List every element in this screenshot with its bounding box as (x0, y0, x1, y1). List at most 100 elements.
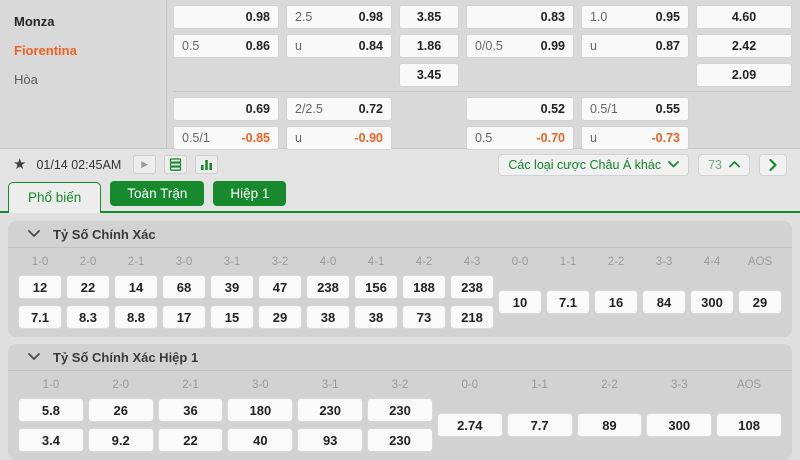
market-count-toggle[interactable]: 73 (698, 153, 750, 176)
odds-box[interactable]: 16 (594, 290, 638, 314)
favorite-star-icon[interactable]: ★ (13, 156, 27, 173)
score-label: 2-0 (79, 255, 97, 268)
section-header[interactable]: Tỷ Số Chính Xác Hiệp 1 (8, 344, 792, 371)
odds-box[interactable]: 22 (66, 275, 110, 299)
tab[interactable]: Toàn Trận (110, 181, 205, 206)
odds-cell[interactable]: 3.85 (399, 5, 459, 29)
odds-cell[interactable]: 0.5/1 0.55 (581, 97, 689, 121)
odds-cell[interactable]: 1.0 0.95 (581, 5, 689, 29)
odds-box[interactable]: 10 (498, 290, 542, 314)
stats-button[interactable] (195, 155, 219, 174)
odds-block-secondary: 0.69 2/2.5 0.72 0.52 0.5/1 0.55 0.5/1 -0.85 u -0.… (173, 97, 792, 150)
odds-box[interactable]: 84 (642, 290, 686, 314)
odds-box[interactable]: 29 (258, 305, 302, 329)
score-label: 2-2 (607, 255, 625, 268)
odds-box[interactable]: 93 (297, 428, 364, 452)
chevron-down-icon (668, 161, 679, 168)
odds-box[interactable]: 12 (18, 275, 62, 299)
odds-box[interactable]: 7.1 (18, 305, 62, 329)
odds-box[interactable]: 17 (162, 305, 206, 329)
odds-value: 0.87 (655, 39, 680, 53)
odds-box[interactable]: 38 (306, 305, 350, 329)
odds-box[interactable]: 26 (87, 398, 154, 422)
tab[interactable]: Hiệp 1 (213, 181, 287, 206)
kickoff-time: 01/14 02:45AM (36, 157, 122, 172)
odds-box[interactable]: 108 (716, 413, 782, 437)
score-label: 1-1 (531, 378, 548, 391)
odds-cell[interactable]: 0.52 (466, 97, 574, 121)
score-label: 3-3 (670, 378, 688, 391)
odds-box[interactable]: 39 (210, 275, 254, 299)
score-label: 3-3 (655, 255, 673, 268)
odds-cell[interactable]: 0/0.5 0.99 (466, 34, 574, 58)
odds-cell[interactable]: 2.5 0.98 (286, 5, 392, 29)
odds-value: 2.42 (731, 39, 757, 53)
asian-markets-dropdown-label: Các loại cược Châu Á khác (508, 157, 662, 172)
odds-box[interactable]: 89 (576, 413, 643, 437)
odds-box[interactable]: 238 (450, 275, 494, 299)
odds-cell[interactable]: 2.42 (696, 34, 792, 58)
odds-box[interactable]: 230 (297, 398, 364, 422)
odds-cell[interactable]: 0.5 0.86 (173, 34, 279, 58)
standings-button[interactable] (164, 155, 188, 174)
odds-box[interactable]: 68 (162, 275, 206, 299)
play-button[interactable]: ▶ (133, 155, 157, 174)
odds-box[interactable]: 14 (114, 275, 158, 299)
odds-box[interactable]: 188 (402, 275, 446, 299)
odds-box[interactable]: 22 (157, 428, 224, 452)
odds-box[interactable]: 5.8 (18, 398, 84, 422)
odds-box[interactable]: 36 (157, 398, 224, 422)
odds-cell[interactable]: 0.5/1 -0.85 (173, 126, 279, 150)
odds-box[interactable]: 238 (306, 275, 350, 299)
odds-box[interactable]: 8.3 (66, 305, 110, 329)
odds-box[interactable]: 40 (227, 428, 294, 452)
odds-box[interactable]: 156 (354, 275, 398, 299)
odds-cell[interactable]: u 0.87 (581, 34, 689, 58)
odds-box[interactable]: 180 (227, 398, 294, 422)
odds-box[interactable]: 230 (367, 428, 433, 452)
odds-cell[interactable]: 1.86 (399, 34, 459, 58)
handicap-label: u (295, 39, 302, 53)
odds-box[interactable]: 29 (738, 290, 782, 314)
odds-cell[interactable]: 0.69 (173, 97, 279, 121)
match-toolbar: ★ 01/14 02:45AM ▶ Các loại cược Châu Á k… (0, 148, 800, 180)
next-match-button[interactable] (759, 153, 787, 176)
odds-box[interactable]: 8.8 (114, 305, 158, 329)
score-label: 1-0 (31, 255, 49, 268)
odds-box[interactable]: 230 (367, 398, 433, 422)
odds-box[interactable]: 218 (450, 305, 494, 329)
odds-box[interactable]: 300 (646, 413, 713, 437)
tab-active[interactable]: Phổ biến (8, 182, 102, 213)
odds-box[interactable]: 300 (690, 290, 734, 314)
odds-cell[interactable]: 0.98 (173, 5, 279, 29)
odds-box[interactable]: 2.74 (436, 413, 503, 437)
odds-cell[interactable]: u -0.90 (286, 126, 392, 150)
odds-cell[interactable]: 2/2.5 0.72 (286, 97, 392, 121)
score-label: 1-1 (559, 255, 577, 268)
odds-value: -0.73 (651, 131, 681, 145)
correct-score-h1-grid: 1-0 5.8 3.4 2-0 26 9.2 2-1 36 22 3-0 180 40 3-1 230 93… (8, 371, 792, 452)
handicap-label: 0.5 (182, 39, 200, 53)
odds-box[interactable]: 7.1 (546, 290, 590, 314)
section-title: Tỷ Số Chính Xác (53, 226, 156, 242)
odds-cell[interactable]: 0.5 -0.70 (466, 126, 574, 150)
odds-box[interactable]: 38 (354, 305, 398, 329)
toolbar-right: Các loại cược Châu Á khác 73 (498, 153, 787, 176)
odds-box[interactable]: 15 (210, 305, 254, 329)
odds-cell[interactable]: u 0.84 (286, 34, 392, 58)
odds-cell[interactable]: 0.83 (466, 5, 574, 29)
odds-cell[interactable]: u -0.73 (581, 126, 689, 150)
odds-box[interactable]: 3.4 (18, 428, 84, 452)
odds-box[interactable]: 7.7 (506, 413, 573, 437)
odds-cell[interactable]: 3.45 (399, 63, 459, 87)
odds-box[interactable]: 9.2 (87, 428, 154, 452)
score-label: 2-2 (601, 378, 618, 391)
section-header[interactable]: Tỷ Số Chính Xác (8, 221, 792, 248)
odds-cell[interactable]: 2.09 (696, 63, 792, 87)
odds-value: 0.98 (245, 10, 270, 24)
odds-cell[interactable]: 4.60 (696, 5, 792, 29)
asian-markets-dropdown[interactable]: Các loại cược Châu Á khác (498, 153, 690, 176)
odds-box[interactable]: 73 (402, 305, 446, 329)
odds-box[interactable]: 47 (258, 275, 302, 299)
score-label: 2-0 (112, 378, 130, 391)
